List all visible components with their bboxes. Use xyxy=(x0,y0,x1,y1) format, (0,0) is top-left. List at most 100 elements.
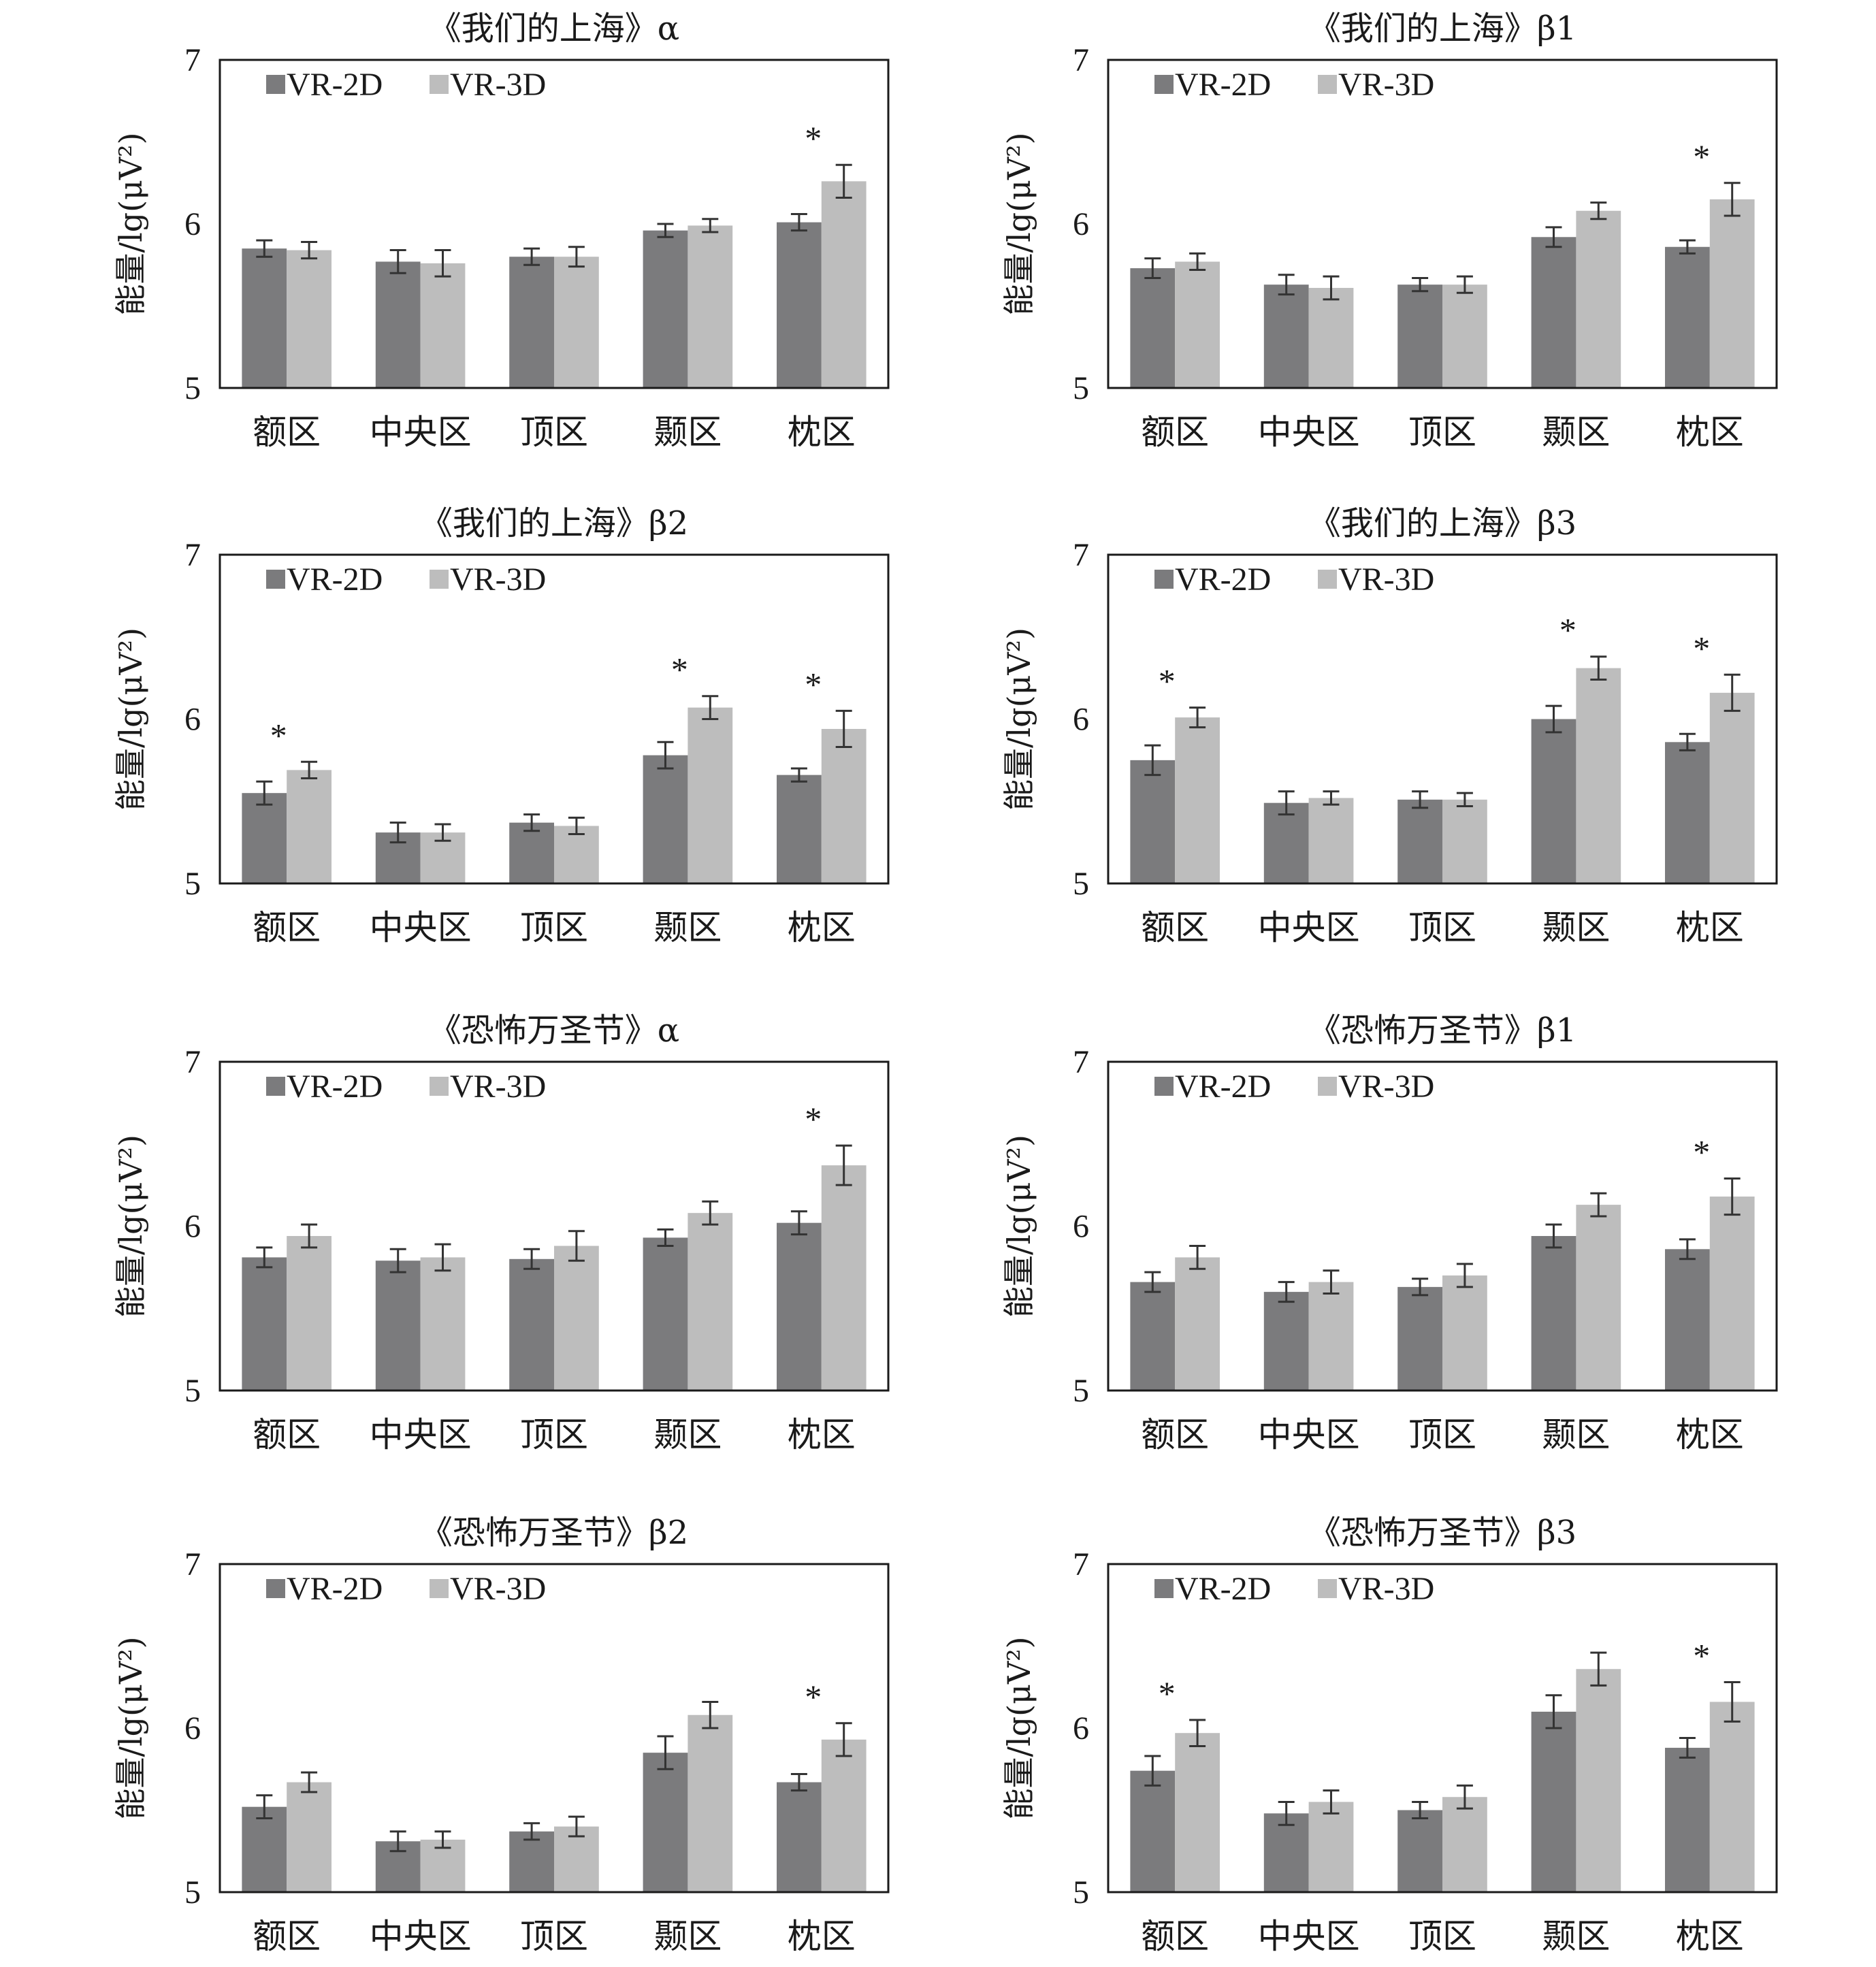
category-label: 额区 xyxy=(253,1917,321,1956)
legend-label: VR-3D xyxy=(450,1069,546,1105)
y-tick-label: 7 xyxy=(1073,1546,1089,1582)
bar-vr-3d xyxy=(1576,1669,1621,1892)
bar-vr-2d xyxy=(1263,1813,1309,1892)
y-tick-label: 5 xyxy=(1073,370,1089,406)
category-label: 顶区 xyxy=(1408,412,1476,452)
category-label: 颞区 xyxy=(1542,1415,1610,1454)
error-bar xyxy=(389,1830,406,1853)
bar-vr-2d xyxy=(1665,246,1710,388)
error-bar xyxy=(835,1722,852,1757)
bar-vr-3d xyxy=(1709,199,1755,388)
error-bar xyxy=(1189,252,1206,271)
y-tick-label: 7 xyxy=(1073,537,1089,573)
bar-vr-3d xyxy=(1308,798,1354,883)
chart-panel-3: 《我们的上海》β2 能量/lg(μV²) 5 6 7 额区 * 中央区 顶区 颞区 * 枕区 * VR-2… xyxy=(112,504,890,947)
legend-label: VR-2D xyxy=(1175,1069,1271,1105)
error-bar xyxy=(657,1228,674,1247)
legend-label: VR-3D xyxy=(1338,1069,1434,1105)
error-bar xyxy=(568,816,585,836)
y-tick-label: 5 xyxy=(1073,1874,1089,1911)
significance-marker: * xyxy=(1693,137,1710,176)
error-bar xyxy=(1189,1244,1206,1270)
y-tick-label: 5 xyxy=(184,1373,201,1409)
y-tick-label: 6 xyxy=(184,1209,201,1245)
error-bar xyxy=(1724,182,1741,217)
bar-vr-2d xyxy=(643,230,688,388)
y-tick-label: 7 xyxy=(184,42,201,78)
error-bar xyxy=(1590,1651,1607,1687)
legend-swatch-vr-3d xyxy=(430,1077,449,1096)
bar-vr-3d xyxy=(1442,1275,1487,1391)
bar-vr-2d xyxy=(509,1831,554,1892)
bar-vr-2d xyxy=(643,1753,688,1892)
panel-title: 《恐怖万圣节》α xyxy=(429,1011,679,1050)
bar-vr-3d xyxy=(1576,668,1621,883)
bar-vr-2d xyxy=(375,261,421,388)
legend: VR-2D VR-3D xyxy=(1154,67,1434,103)
y-tick-label: 6 xyxy=(1073,1209,1089,1245)
bar-vr-2d xyxy=(1263,1292,1309,1391)
legend-swatch-vr-3d xyxy=(1318,75,1337,94)
panel-title: 《恐怖万圣节》β1 xyxy=(1308,1011,1576,1050)
y-tick-label: 7 xyxy=(1073,1044,1089,1080)
error-bar xyxy=(1323,790,1340,806)
error-bar xyxy=(1189,1719,1206,1748)
error-bar xyxy=(1456,792,1473,807)
legend-label: VR-2D xyxy=(287,1069,383,1105)
y-tick-label: 6 xyxy=(1073,1710,1089,1746)
error-bar xyxy=(389,249,406,274)
legend-swatch-vr-3d xyxy=(430,75,449,94)
bar-vr-2d xyxy=(1397,1810,1442,1892)
plot-frame xyxy=(1107,59,1778,389)
bar-vr-3d xyxy=(1709,1702,1755,1892)
category-label: 颞区 xyxy=(653,908,722,947)
category-label: 顶区 xyxy=(520,1415,588,1454)
panel-title: 《我们的上海》α xyxy=(429,10,679,48)
category-label: 额区 xyxy=(253,412,321,452)
category-label: 中央区 xyxy=(370,1917,472,1956)
category-label: 额区 xyxy=(1141,908,1209,947)
category-label: 颞区 xyxy=(1542,1917,1610,1956)
bar-vr-3d xyxy=(821,728,867,883)
plot-frame xyxy=(219,553,890,885)
category-label: 颞区 xyxy=(1542,412,1610,452)
legend-swatch-vr-3d xyxy=(430,570,449,589)
error-bar xyxy=(523,1248,540,1270)
y-axis-label: 能量/lg(μV²) xyxy=(112,628,149,811)
error-bar xyxy=(835,163,852,199)
legend-swatch-vr-3d xyxy=(430,1579,449,1598)
bar-vr-2d xyxy=(1397,799,1442,883)
category-label: 顶区 xyxy=(1408,1917,1476,1956)
bar-vr-2d xyxy=(777,1782,822,1892)
bar-vr-3d xyxy=(554,1246,599,1391)
error-bar xyxy=(389,822,406,844)
error-bar xyxy=(434,1830,451,1849)
legend: VR-2D VR-3D xyxy=(266,67,546,103)
category-label: 颞区 xyxy=(1542,908,1610,947)
panel-title: 《恐怖万圣节》β3 xyxy=(1308,1514,1576,1552)
bar-vr-2d xyxy=(777,222,822,388)
error-bar xyxy=(1545,1694,1562,1729)
error-bar xyxy=(1412,277,1429,293)
category-label: 中央区 xyxy=(370,412,472,452)
significance-marker: * xyxy=(1159,662,1176,700)
category-label: 颞区 xyxy=(653,1917,722,1956)
error-bar xyxy=(790,767,807,783)
bar-vr-2d xyxy=(242,793,287,883)
plot-frame xyxy=(1107,553,1778,885)
error-bar xyxy=(1456,1784,1473,1810)
bar-vr-3d xyxy=(1442,1797,1487,1892)
error-bar xyxy=(1323,1789,1340,1815)
error-bar xyxy=(835,709,852,749)
error-bar xyxy=(1590,201,1607,221)
bar-vr-2d xyxy=(1130,760,1176,883)
legend-swatch-vr-3d xyxy=(1318,570,1337,589)
panel-title: 《我们的上海》β3 xyxy=(1308,504,1576,542)
error-bar xyxy=(702,1200,719,1226)
error-bar xyxy=(1412,1800,1429,1820)
bar-vr-3d xyxy=(1308,1802,1354,1892)
